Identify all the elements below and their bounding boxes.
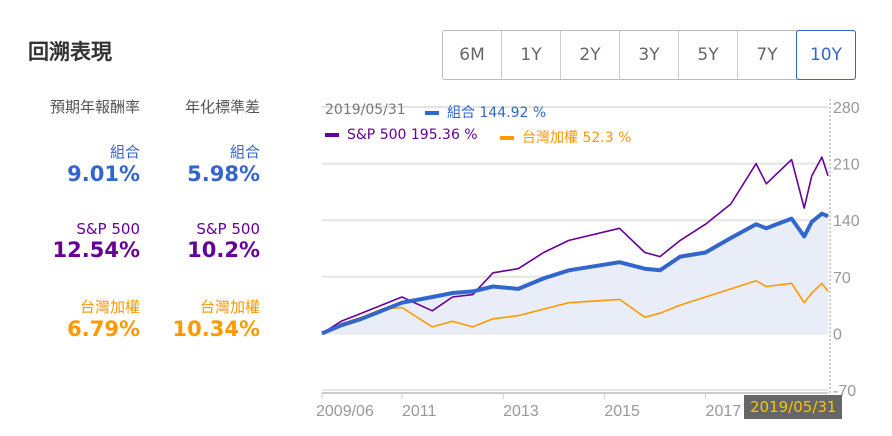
hover-date-label: 2019/05/31	[744, 395, 843, 419]
y-tick-label: 0	[833, 326, 842, 343]
y-tick-label: 210	[833, 157, 860, 174]
metric-value: 6.79%	[67, 317, 140, 341]
x-tick-label: 2017	[706, 403, 742, 420]
x-tick-label: 2013	[503, 403, 539, 420]
x-tick-label: 2009/06	[316, 403, 374, 420]
legend-sp500: S&P 500 195.36 %	[325, 127, 478, 143]
metric-name: 台灣加權	[199, 298, 260, 316]
range-button-6m[interactable]: 6M	[443, 31, 502, 79]
range-button-1y[interactable]: 1Y	[502, 31, 561, 79]
metric-name: 組合	[229, 143, 260, 161]
metric-value: 10.34%	[172, 317, 260, 341]
metric-value: 5.98%	[187, 162, 260, 186]
metric-value: 12.54%	[52, 238, 140, 262]
metric-value: 9.01%	[67, 162, 140, 186]
y-tick-label: 140	[833, 213, 860, 230]
metric-name: 台灣加權	[79, 298, 140, 316]
range-button-2y[interactable]: 2Y	[561, 31, 620, 79]
range-button-10y[interactable]: 10Y	[796, 30, 856, 80]
page-title: 回溯表現	[28, 40, 112, 64]
range-selector: 6M 1Y 2Y 3Y 5Y 7Y 10Y	[442, 30, 856, 80]
range-button-3y[interactable]: 3Y	[620, 31, 679, 79]
metric-name: S&P 500	[76, 220, 140, 238]
column-header: 年化標準差	[184, 98, 260, 116]
legend-taiwan: 台灣加權 52.3 %	[500, 127, 631, 147]
metric-value: 10.2%	[187, 238, 260, 262]
x-tick-label: 2011	[402, 403, 437, 420]
legend-portfolio: 組合 144.92 %	[425, 102, 546, 122]
expected-return-column: 預期年報酬率組合 9.01% S&P 500 12.54% 台灣加權 6.79%	[28, 96, 140, 375]
range-button-5y[interactable]: 5Y	[679, 31, 738, 79]
metric-name: S&P 500	[196, 220, 260, 238]
std-dev-column: 年化標準差組合 5.98% S&P 500 10.2% 台灣加權 10.34%	[160, 96, 260, 375]
x-tick-label: 2015	[604, 403, 640, 420]
portfolio-area	[322, 213, 828, 334]
y-tick-label: 70	[833, 270, 851, 287]
column-header: 預期年報酬率	[49, 98, 140, 116]
metric-name: 組合	[109, 143, 140, 161]
range-button-7y[interactable]: 7Y	[738, 31, 797, 79]
y-tick-label: 280	[833, 100, 860, 117]
legend-date: 2019/05/31	[325, 102, 406, 118]
